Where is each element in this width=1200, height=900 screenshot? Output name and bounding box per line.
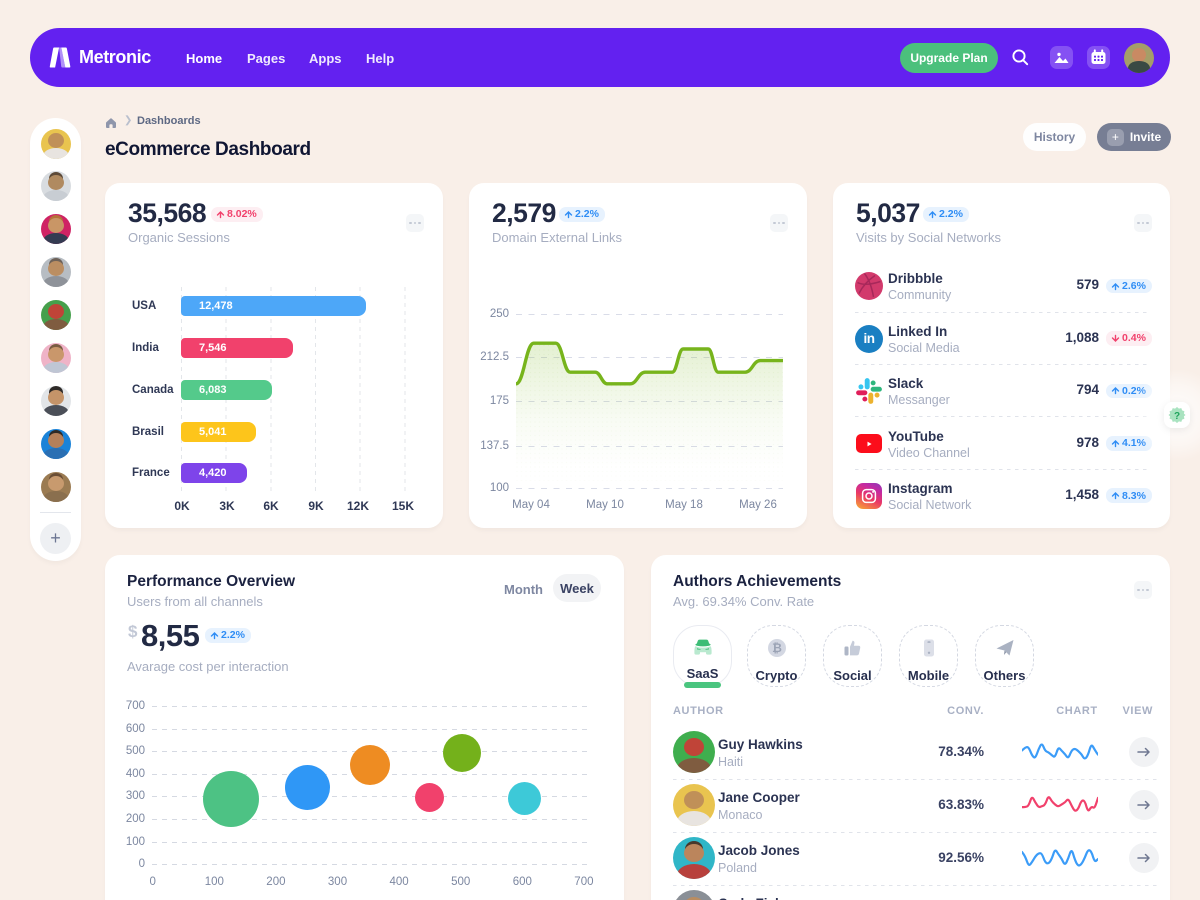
svg-text:?: ? <box>1174 411 1180 422</box>
svg-text:₿: ₿ <box>772 641 782 655</box>
